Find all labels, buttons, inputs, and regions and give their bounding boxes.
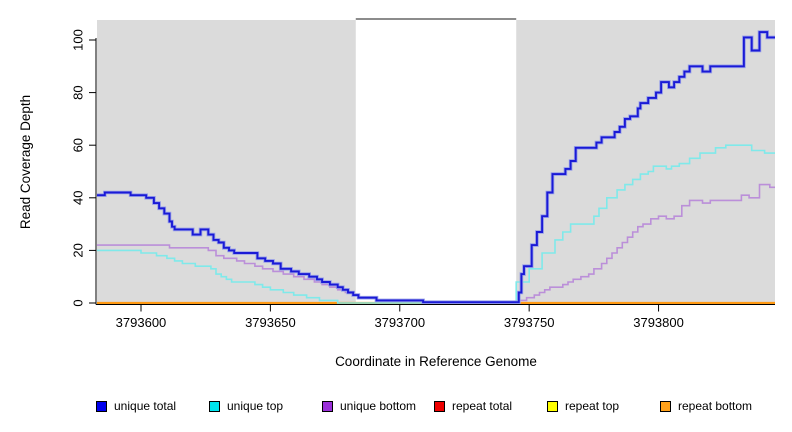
legend-item-unique-bottom: unique bottom xyxy=(322,398,416,414)
legend-swatch-repeat-top xyxy=(547,400,558,412)
x-tick-label: 3793750 xyxy=(504,315,555,330)
series-lines xyxy=(97,30,775,305)
legend-swatch-unique-top xyxy=(209,400,220,412)
legend-swatch-repeat-total xyxy=(434,400,445,412)
legend-swatch-unique-bottom xyxy=(322,400,333,412)
x-tick-label: 3793600 xyxy=(116,315,167,330)
legend-item-repeat-bottom: repeat bottom xyxy=(660,398,752,414)
y-tick-label: 20 xyxy=(71,243,86,257)
legend-swatch-repeat-bottom xyxy=(660,400,671,412)
legend-item-unique-top: unique top xyxy=(209,398,283,414)
y-axis-title: Read Coverage Depth xyxy=(18,95,33,229)
legend-item-unique-total: unique total xyxy=(96,398,176,414)
series-line-unique-bottom xyxy=(97,183,775,303)
x-axis-title: Coordinate in Reference Genome xyxy=(335,354,537,369)
legend-label: repeat top xyxy=(565,399,620,413)
y-tick-label: 40 xyxy=(71,191,86,205)
legend-label: unique top xyxy=(227,399,284,413)
series-line-unique-total xyxy=(97,31,775,304)
y-tick-label: 60 xyxy=(71,138,86,152)
legend-item-repeat-top: repeat top xyxy=(547,398,619,414)
series-line-unique-top xyxy=(97,144,775,304)
legend-label: unique bottom xyxy=(340,399,417,413)
x-tick-label: 3793650 xyxy=(245,315,296,330)
y-tick-label: 80 xyxy=(71,85,86,99)
y-tick-label: 0 xyxy=(71,299,86,306)
legend-swatch-unique-total xyxy=(96,400,107,412)
legend-item-repeat-total: repeat total xyxy=(434,398,512,414)
x-tick-label: 3793800 xyxy=(633,315,684,330)
legend-label: repeat total xyxy=(452,399,513,413)
x-tick-label: 3793700 xyxy=(374,315,425,330)
axes: 3793600 3793650 3793700 3793750 3793800 0 20 40… xyxy=(71,29,775,330)
gap-region xyxy=(355,20,517,303)
legend-label: unique total xyxy=(114,399,177,413)
y-tick-label: 100 xyxy=(71,29,86,51)
plot-background xyxy=(97,18,775,303)
legend: unique total unique top unique bottom repea… xyxy=(0,398,792,418)
legend-label: repeat bottom xyxy=(678,399,753,413)
